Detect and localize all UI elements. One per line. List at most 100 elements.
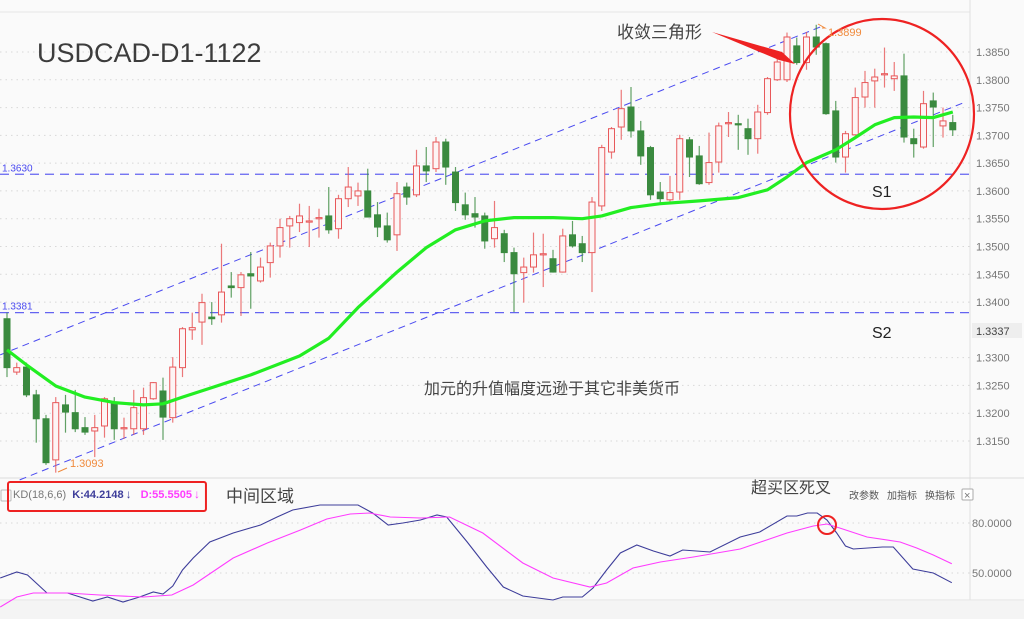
- candle-body: [861, 82, 869, 98]
- price-tick-label: 1.3700: [976, 130, 1010, 142]
- candle-up: [608, 127, 615, 159]
- candle-down: [569, 220, 576, 248]
- price-tick-label: 1.3500: [976, 241, 1010, 253]
- candle-body: [588, 201, 596, 254]
- candle-down: [71, 389, 79, 433]
- candle-up: [539, 233, 547, 288]
- candle-body: [286, 218, 294, 227]
- candle-down: [744, 118, 752, 155]
- candle-body: [520, 266, 528, 274]
- candle-up: [257, 257, 264, 283]
- candle-body: [530, 254, 537, 268]
- k-line: [0, 504, 953, 603]
- add-indicator-button[interactable]: 加指标: [887, 489, 917, 502]
- candle-up: [871, 68, 879, 108]
- candle-down: [549, 249, 557, 273]
- candle-body: [803, 36, 810, 64]
- candle-up: [764, 77, 771, 115]
- candle-up: [881, 47, 888, 88]
- candle-up: [315, 208, 323, 238]
- candle-body: [569, 234, 576, 247]
- candle-down: [208, 302, 216, 325]
- candle-down: [442, 138, 450, 185]
- current-price-box: [972, 323, 1022, 338]
- candle-down: [325, 187, 333, 234]
- candle-up: [140, 387, 147, 435]
- candle-down: [403, 182, 411, 205]
- candle-body: [91, 427, 99, 432]
- candle-body: [793, 45, 801, 64]
- candle-down: [929, 92, 937, 148]
- candle-down: [452, 167, 459, 211]
- candle-body: [315, 217, 323, 220]
- horizontal-levels: 1.3630 1.3381: [0, 163, 970, 314]
- d-value: D:55.5505: [141, 489, 192, 501]
- candle-down: [647, 145, 654, 200]
- s2-label: S2: [872, 325, 892, 342]
- candle-up: [676, 134, 684, 200]
- switch-indicator-button[interactable]: 换指标: [925, 489, 955, 502]
- candle-body: [422, 165, 430, 172]
- candle-body: [500, 233, 508, 254]
- candle-body: [218, 291, 225, 316]
- close-indicator-button[interactable]: [961, 488, 974, 501]
- candle-body: [744, 128, 752, 140]
- chart-title: USDCAD-D1-1122: [37, 38, 262, 68]
- candle-body: [198, 302, 206, 323]
- time-axis[interactable]: [0, 601, 1024, 619]
- candle-body: [364, 190, 372, 218]
- candle-body: [140, 397, 147, 430]
- candle-down: [910, 128, 918, 158]
- candle-up: [520, 257, 528, 303]
- candle-up: [179, 327, 186, 378]
- candle-up: [266, 242, 274, 278]
- candle-body: [647, 147, 654, 196]
- candle-up: [344, 167, 352, 208]
- candle-body: [773, 61, 781, 81]
- candle-up: [276, 218, 284, 258]
- current-price-label: 1.3337: [976, 326, 1010, 338]
- price-tick-label: 1.3400: [976, 297, 1010, 309]
- candle-down: [461, 192, 469, 220]
- collapse-indicator-button[interactable]: [0, 489, 12, 502]
- candle-up: [725, 112, 732, 138]
- candle-body: [266, 245, 274, 264]
- price-tick-label: 1.3450: [976, 269, 1010, 281]
- candle-down: [686, 137, 693, 178]
- candle-up: [91, 414, 99, 458]
- candle-down: [32, 389, 40, 443]
- candle-body: [393, 193, 401, 236]
- candle-body: [754, 111, 762, 140]
- candle-up: [432, 137, 440, 173]
- candle-up: [803, 31, 810, 70]
- candle-body: [354, 190, 362, 197]
- price-tick-label: 1.3800: [976, 75, 1010, 87]
- candle-up: [286, 215, 294, 248]
- candle-down: [578, 235, 586, 263]
- candle-body: [949, 122, 957, 131]
- cross-highlight-circle: [817, 515, 837, 535]
- candle-down: [62, 394, 69, 433]
- candle-down: [832, 100, 840, 163]
- price-axis[interactable]: 1.3850 1.3800 1.3750 1.3700 1.3650 1.3600 1.35…: [976, 47, 1010, 448]
- candle-up: [666, 175, 674, 203]
- price-tick-label: 1.3150: [976, 436, 1010, 448]
- candle-up: [413, 149, 420, 198]
- edit-params-button[interactable]: 改参数: [849, 489, 879, 502]
- candle-up: [705, 132, 713, 185]
- candle-up: [335, 194, 342, 239]
- candle-up: [130, 389, 138, 435]
- candle-down: [734, 114, 742, 150]
- candle-up: [861, 70, 869, 108]
- close-icon[interactable]: ×: [964, 490, 970, 502]
- middle-zone-annotation: 中间区域: [226, 487, 294, 507]
- candle-body: [939, 120, 947, 127]
- candle-body: [734, 123, 742, 126]
- price-tick-label: 1.3850: [976, 47, 1010, 59]
- candle-body: [149, 382, 157, 400]
- candle-body: [42, 418, 50, 464]
- candle-up: [120, 417, 128, 439]
- candle-down: [374, 202, 381, 238]
